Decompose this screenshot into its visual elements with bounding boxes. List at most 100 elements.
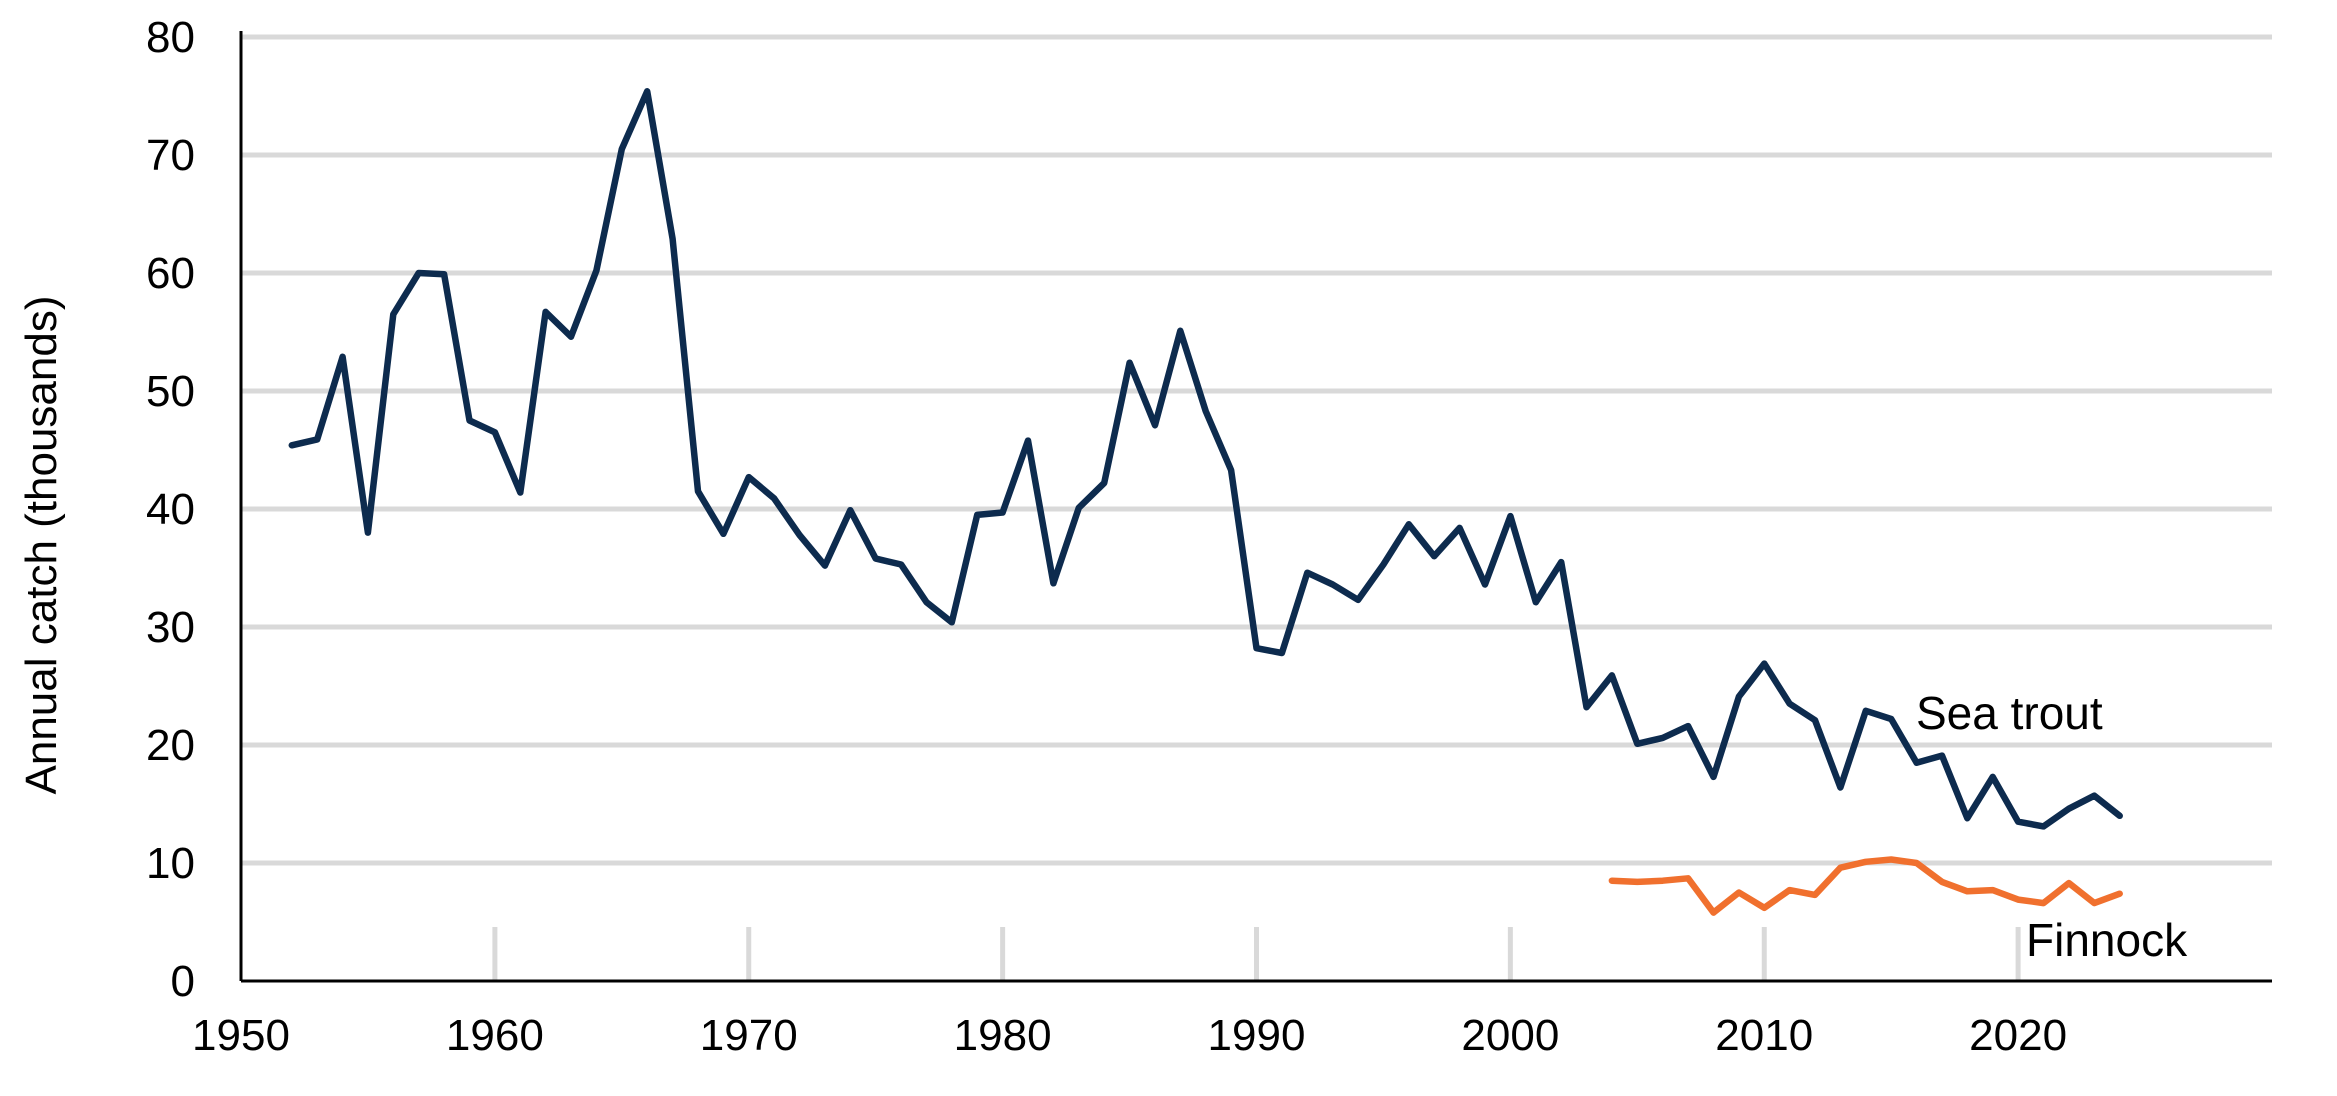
x-tick-label-2010: 2010 xyxy=(1715,1011,1813,1060)
y-tick-labels: 0 10 20 30 40 50 60 70 80 xyxy=(146,13,195,1006)
data-point-sea-trout-1966 xyxy=(644,88,650,94)
data-point-sea-trout-2023 xyxy=(2091,793,2097,799)
x-tick-label-1950: 1950 xyxy=(192,1011,290,1060)
data-point-sea-trout-2000 xyxy=(1507,513,1513,519)
data-point-sea-trout-1952 xyxy=(289,442,295,448)
y-tick-label-80: 80 xyxy=(146,13,195,62)
y-tick-label-60: 60 xyxy=(146,249,195,298)
x-tick-label-1980: 1980 xyxy=(954,1011,1052,1060)
data-point-sea-trout-1969 xyxy=(720,531,726,537)
data-point-finnock-2009 xyxy=(1736,890,1742,896)
gridlines xyxy=(241,34,2272,866)
data-point-sea-trout-1999 xyxy=(1482,582,1488,588)
x-tick-label-2020: 2020 xyxy=(1969,1011,2067,1060)
data-point-sea-trout-1972 xyxy=(797,532,803,538)
y-tick-label-50: 50 xyxy=(146,367,195,416)
data-point-sea-trout-1997 xyxy=(1431,553,1437,559)
x-tick-label-1960: 1960 xyxy=(446,1011,544,1060)
data-point-sea-trout-1995 xyxy=(1380,561,1386,567)
data-point-sea-trout-2020 xyxy=(2015,819,2021,825)
data-point-finnock-2011 xyxy=(1787,887,1793,893)
data-point-finnock-2021 xyxy=(2041,900,2047,906)
data-point-sea-trout-1982 xyxy=(1050,580,1056,586)
data-point-sea-trout-1971 xyxy=(771,495,777,501)
data-point-sea-trout-1984 xyxy=(1101,480,1107,486)
data-point-sea-trout-2006 xyxy=(1660,735,1666,741)
data-point-sea-trout-1956 xyxy=(390,311,396,317)
data-point-finnock-2013 xyxy=(1837,865,1843,871)
data-point-sea-trout-1979 xyxy=(974,512,980,518)
data-point-sea-trout-1976 xyxy=(898,561,904,567)
data-point-finnock-2007 xyxy=(1685,875,1691,881)
data-point-sea-trout-2017 xyxy=(1939,753,1945,759)
data-point-sea-trout-1962 xyxy=(543,309,549,315)
data-point-sea-trout-1970 xyxy=(746,474,752,480)
data-point-sea-trout-2016 xyxy=(1914,760,1920,766)
series-points xyxy=(289,88,2123,915)
data-point-finnock-2005 xyxy=(1634,879,1640,885)
series-label-finnock: Finnock xyxy=(2026,914,2188,966)
data-point-sea-trout-2002 xyxy=(1558,559,1564,565)
data-point-sea-trout-1967 xyxy=(670,236,676,242)
data-point-sea-trout-1955 xyxy=(365,530,371,536)
data-point-sea-trout-2008 xyxy=(1710,774,1716,780)
data-point-sea-trout-1987 xyxy=(1177,328,1183,334)
data-point-sea-trout-1980 xyxy=(1000,510,1006,516)
data-point-finnock-2014 xyxy=(1863,859,1869,865)
data-point-sea-trout-2022 xyxy=(2066,806,2072,812)
data-point-sea-trout-1983 xyxy=(1076,505,1082,511)
data-point-finnock-2016 xyxy=(1914,860,1920,866)
data-point-finnock-2018 xyxy=(1964,888,1970,894)
data-point-finnock-2012 xyxy=(1812,892,1818,898)
data-point-sea-trout-1958 xyxy=(441,271,447,277)
data-point-finnock-2015 xyxy=(1888,856,1894,862)
x-tick-label-1990: 1990 xyxy=(1208,1011,1306,1060)
data-point-finnock-2017 xyxy=(1939,879,1945,885)
x-tick-label-1970: 1970 xyxy=(700,1011,798,1060)
data-point-sea-trout-1975 xyxy=(873,556,879,562)
data-point-sea-trout-1990 xyxy=(1254,645,1260,651)
data-point-finnock-2023 xyxy=(2091,900,2097,906)
data-point-sea-trout-1965 xyxy=(619,146,625,152)
data-point-sea-trout-2011 xyxy=(1787,701,1793,707)
data-point-sea-trout-2021 xyxy=(2041,823,2047,829)
data-point-sea-trout-1996 xyxy=(1406,521,1412,527)
data-point-finnock-2024 xyxy=(2117,891,2123,897)
data-point-sea-trout-1985 xyxy=(1127,360,1133,366)
data-point-sea-trout-2001 xyxy=(1533,599,1539,605)
data-point-finnock-2020 xyxy=(2015,897,2021,903)
data-point-sea-trout-1994 xyxy=(1355,597,1361,603)
data-point-sea-trout-1993 xyxy=(1330,582,1336,588)
data-point-sea-trout-2012 xyxy=(1812,717,1818,723)
x-tick-marks xyxy=(492,927,2021,981)
data-point-sea-trout-1981 xyxy=(1025,438,1031,444)
data-point-sea-trout-2009 xyxy=(1736,694,1742,700)
data-point-sea-trout-2014 xyxy=(1863,708,1869,714)
data-point-finnock-2008 xyxy=(1710,910,1716,916)
y-tick-label-20: 20 xyxy=(146,721,195,770)
data-point-sea-trout-1973 xyxy=(822,563,828,569)
series-line-sea-trout xyxy=(288,88,2123,830)
data-point-finnock-2019 xyxy=(1990,887,1996,893)
data-point-finnock-2006 xyxy=(1660,878,1666,884)
data-point-sea-trout-1954 xyxy=(340,354,346,360)
y-tick-label-40: 40 xyxy=(146,485,195,534)
y-axis-title: Annual catch (thousands) xyxy=(17,296,66,795)
data-point-sea-trout-1953 xyxy=(314,436,320,442)
data-point-sea-trout-2007 xyxy=(1685,723,1691,729)
data-point-finnock-2004 xyxy=(1609,878,1615,884)
data-point-sea-trout-1986 xyxy=(1152,422,1158,428)
data-point-sea-trout-1968 xyxy=(695,488,701,494)
data-point-sea-trout-2013 xyxy=(1837,784,1843,790)
data-point-sea-trout-1959 xyxy=(466,418,472,424)
data-point-finnock-2022 xyxy=(2066,880,2072,886)
data-point-sea-trout-1988 xyxy=(1203,408,1209,414)
y-tick-label-30: 30 xyxy=(146,603,195,652)
data-point-sea-trout-1957 xyxy=(416,270,422,276)
y-tick-label-10: 10 xyxy=(146,839,195,888)
data-point-sea-trout-2019 xyxy=(1990,774,1996,780)
data-point-sea-trout-1992 xyxy=(1304,570,1310,576)
data-point-sea-trout-1978 xyxy=(949,619,955,625)
data-point-sea-trout-1991 xyxy=(1279,650,1285,656)
